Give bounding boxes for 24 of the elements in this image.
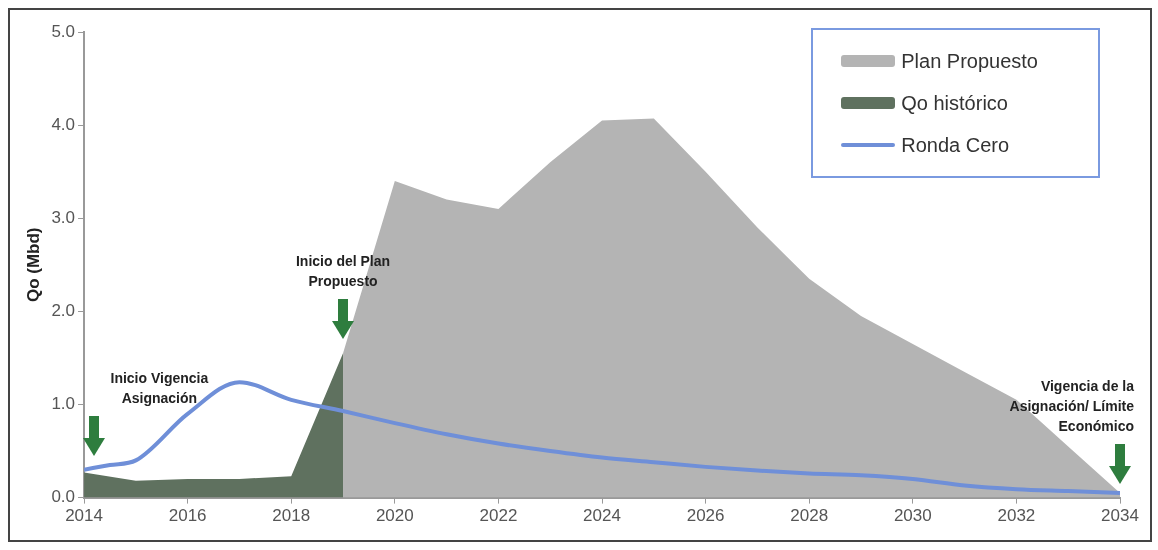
legend-label: Ronda Cero bbox=[901, 133, 1010, 157]
x-tick-label: 2030 bbox=[893, 506, 932, 526]
y-tick-label: 1.0 bbox=[51, 394, 76, 414]
x-tick-label: 2016 bbox=[168, 506, 207, 526]
annotation: Inicio del Plan Propuesto bbox=[294, 252, 392, 292]
y-tick-label: 0.0 bbox=[51, 487, 76, 507]
y-tick-label: 3.0 bbox=[51, 207, 76, 227]
y-tick-label: 2.0 bbox=[51, 301, 76, 321]
x-tick-label: 2026 bbox=[686, 506, 725, 526]
legend-label: Plan Propuesto bbox=[901, 49, 1038, 73]
x-tick-label: 2024 bbox=[583, 506, 621, 526]
legend-label: Qo histórico bbox=[901, 91, 1008, 115]
x-tick-label: 2034 bbox=[1101, 506, 1139, 526]
y-tick-label: 4.0 bbox=[51, 114, 76, 134]
x-tick-label: 2032 bbox=[997, 506, 1036, 526]
x-tick-label: 2020 bbox=[375, 506, 414, 526]
x-tick-label: 2014 bbox=[65, 506, 103, 526]
x-tick-label: 2018 bbox=[272, 506, 311, 526]
x-tick-label: 2028 bbox=[790, 506, 829, 526]
y-axis-title: Qo (Mbd) bbox=[23, 227, 43, 303]
x-tick-label: 2022 bbox=[479, 506, 518, 526]
annotation: Inicio Vigencia Asignación bbox=[109, 368, 210, 408]
y-tick-label: 5.0 bbox=[51, 21, 76, 41]
annotation: Vigencia de la Asignación/ Límite Económico bbox=[1008, 376, 1134, 436]
